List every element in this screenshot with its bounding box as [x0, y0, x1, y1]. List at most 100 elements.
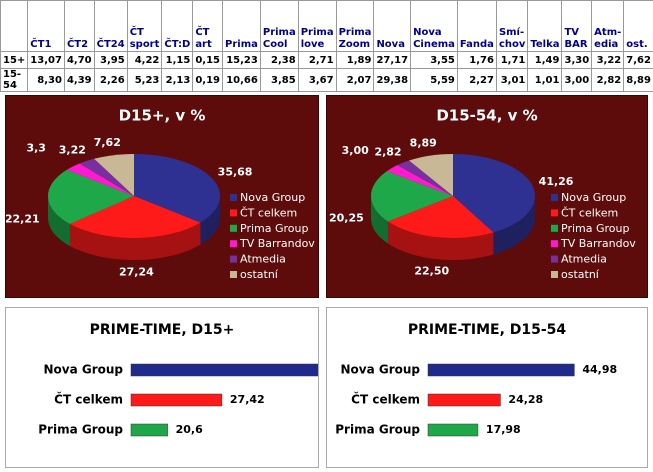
table-cell: 29,38 [373, 68, 412, 92]
category-label: Nova Group [43, 363, 123, 377]
table-cell: 2,26 [93, 68, 128, 92]
data-label: 3,22 [59, 143, 86, 156]
pie-slice [386, 165, 453, 196]
chart-title: PRIME-TIME, D15+ [90, 322, 235, 338]
chart: D15-54, v % 41,26 22,50 20,25 3,00 2,82 8,89 No… [329, 107, 636, 282]
bar-panel: PRIME-TIME, D15-54 Nova Group 44,98 ČT celk… [326, 307, 648, 468]
column-header: Prima Zoom [335, 0, 375, 52]
column-header: Telka [527, 0, 563, 52]
category-label: Prima Group [335, 423, 420, 437]
table-cell: 2,38 [259, 51, 299, 69]
data-label: 2,82 [374, 146, 401, 159]
column-header: Nova [373, 0, 412, 52]
data-label: 35,68 [218, 166, 253, 179]
pie-slice [134, 154, 221, 223]
data-label: 27,42 [230, 393, 265, 406]
chart: PRIME-TIME, D15+Nova Group40,36ČT celkem… [38, 322, 368, 437]
table-cell: 1,89 [335, 51, 375, 69]
data-label: 8,89 [410, 137, 437, 150]
category-label: Prima Group [38, 423, 123, 437]
pie-side [493, 196, 535, 255]
column-header: ČT1 [27, 0, 65, 52]
chart: D15+, v % 35,68 27,24 22,21 3,3 3,22 7,62 Nova … [5, 107, 315, 282]
pie-slice [94, 154, 134, 196]
data-label: 44,98 [582, 363, 617, 376]
column-header: ČT sport [126, 0, 163, 52]
legend-label: Nova Group [561, 191, 626, 204]
bar [130, 423, 168, 437]
table-cell: 15,23 [222, 51, 261, 69]
column-header: Prima [222, 0, 261, 52]
pie-side [387, 221, 494, 260]
legend-label: ostatní [561, 268, 600, 281]
bar [427, 423, 479, 437]
bar [130, 393, 223, 407]
legend-swatch [551, 209, 558, 217]
table-cell: 10,66 [222, 68, 261, 92]
pie-slice [79, 158, 134, 196]
data-label: 3,3 [26, 142, 46, 155]
legend-swatch [230, 271, 237, 278]
pie-panel: D15+, v % 35,68 27,24 22,21 3,3 3,22 7,62 Nova … [5, 95, 319, 298]
table-cell: 1,15 [161, 51, 194, 69]
column-header: Smí-chov [495, 0, 529, 52]
column-header: Prima love [297, 0, 337, 52]
column-header: ČT24 [93, 0, 128, 52]
table-cell: 27,17 [373, 51, 412, 69]
column-header: TV BAR [561, 0, 593, 52]
table-cell: 8,30 [27, 68, 65, 92]
pie-slice [66, 163, 134, 196]
table-cell: 13,07 [27, 51, 65, 69]
bar [427, 393, 501, 407]
table-cell: 2,07 [335, 68, 375, 92]
legend-label: Prima Group [561, 222, 629, 235]
pie-slice [47, 169, 134, 225]
legend-swatch [230, 209, 237, 217]
chart-title: PRIME-TIME, D15-54 [408, 322, 567, 338]
legend-swatch [551, 240, 558, 248]
column-header: Prima Cool [259, 0, 299, 52]
pie-side [371, 196, 388, 244]
pie-slice [387, 196, 494, 238]
legend-swatch [551, 194, 558, 201]
legend-label: Nova Group [240, 191, 305, 204]
share-table: ČT1 ČT2 ČT24 ČT sport ČT:D ČT art Prima Prima C… [0, 0, 653, 92]
table-cell: 1,49 [527, 51, 563, 69]
legend-swatch [230, 255, 237, 263]
data-label: 22,21 [6, 212, 40, 225]
row-label: 15-54 [0, 68, 29, 92]
table-cell: 3,30 [561, 51, 593, 69]
table-cell: 3,95 [93, 51, 128, 69]
data-label: 17,98 [486, 423, 521, 436]
column-header: Atm-edia [591, 0, 625, 52]
table-cell: 7,62 [623, 51, 653, 69]
legend-swatch [230, 224, 237, 232]
chart: PRIME-TIME, D15-54 Nova Group 44,98 ČT celk… [335, 322, 617, 437]
row-label: 15+ [0, 51, 29, 69]
data-label: 41,26 [539, 175, 574, 188]
table-cell: 4,22 [126, 51, 163, 69]
data-label: 7,62 [94, 136, 121, 149]
legend-label: ostatní [240, 268, 279, 281]
legend-swatch [230, 194, 237, 201]
pie-slice [409, 154, 453, 196]
legend-swatch [230, 240, 237, 248]
legend-label: ČT celkem [561, 206, 618, 219]
table-cell: 2,71 [297, 51, 337, 69]
pie-side [69, 222, 201, 260]
column-header: ost. [623, 0, 653, 52]
bar-panel: PRIME-TIME, D15+Nova Group40,36ČT celkem… [5, 307, 368, 468]
chart-title: D15-54, v % [436, 107, 537, 125]
pie-slice [453, 154, 535, 233]
data-label: 3,00 [342, 144, 369, 157]
table-cell: 3,67 [297, 68, 337, 92]
legend-label: Atmedia [240, 253, 286, 266]
data-label: 24,28 [508, 393, 543, 406]
category-label: ČT celkem [54, 392, 123, 407]
column-header: ČT art [192, 0, 223, 52]
pie-side [48, 196, 70, 247]
column-header: Nova Cinema [410, 0, 458, 52]
table-cell: 2,27 [456, 68, 497, 92]
pie-slice [397, 160, 453, 196]
